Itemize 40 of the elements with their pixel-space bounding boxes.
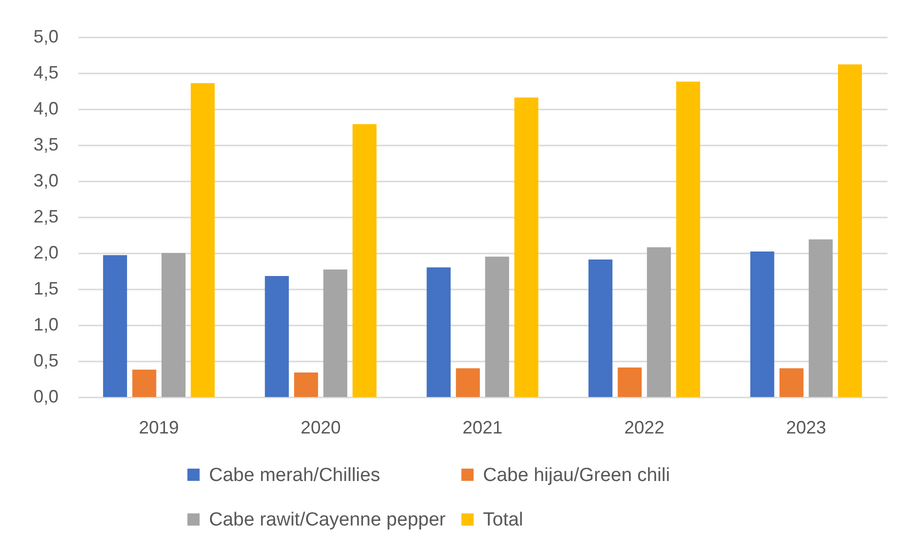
bar (676, 82, 700, 397)
bar (485, 256, 510, 397)
bar (103, 255, 128, 397)
bar (456, 368, 480, 397)
bar (588, 259, 612, 397)
legend-label: Cabe merah/Chillies (209, 464, 380, 486)
bar (750, 252, 774, 397)
bar (132, 370, 156, 397)
y-tick-label: 2,5 (33, 206, 58, 226)
legend-label: Cabe rawit/Cayenne pepper (209, 510, 446, 530)
x-tick-label: 2023 (786, 418, 826, 438)
legend-label: Total (483, 510, 524, 530)
bar (162, 253, 186, 397)
y-tick-label: 0,5 (33, 350, 58, 370)
y-tick-label: 3,0 (33, 170, 58, 190)
bar (294, 372, 318, 397)
bar (426, 267, 451, 397)
bar (618, 367, 642, 397)
y-tick-label: 2,0 (33, 242, 58, 262)
y-tick-label: 0,0 (33, 386, 58, 406)
bar (646, 247, 671, 397)
bar (323, 270, 348, 397)
legend-label: Cabe hijau/Green chili (483, 464, 670, 486)
bar (808, 239, 833, 397)
y-tick-label: 5,0 (33, 26, 58, 46)
y-tick-label: 3,5 (33, 134, 58, 154)
x-tick-label: 2022 (624, 418, 664, 438)
bar (780, 368, 804, 397)
bar (514, 97, 538, 397)
x-tick-label: 2019 (138, 418, 179, 438)
bar (264, 276, 289, 397)
bar (352, 124, 377, 397)
x-tick-label: 2020 (300, 418, 341, 438)
bar (838, 64, 862, 397)
y-tick-label: 4,5 (33, 62, 58, 82)
bar (190, 83, 215, 397)
x-tick-label: 2021 (462, 418, 503, 438)
y-tick-label: 4,0 (33, 98, 58, 118)
y-tick-label: 1,0 (33, 314, 58, 334)
y-tick-label: 1,5 (33, 278, 58, 298)
